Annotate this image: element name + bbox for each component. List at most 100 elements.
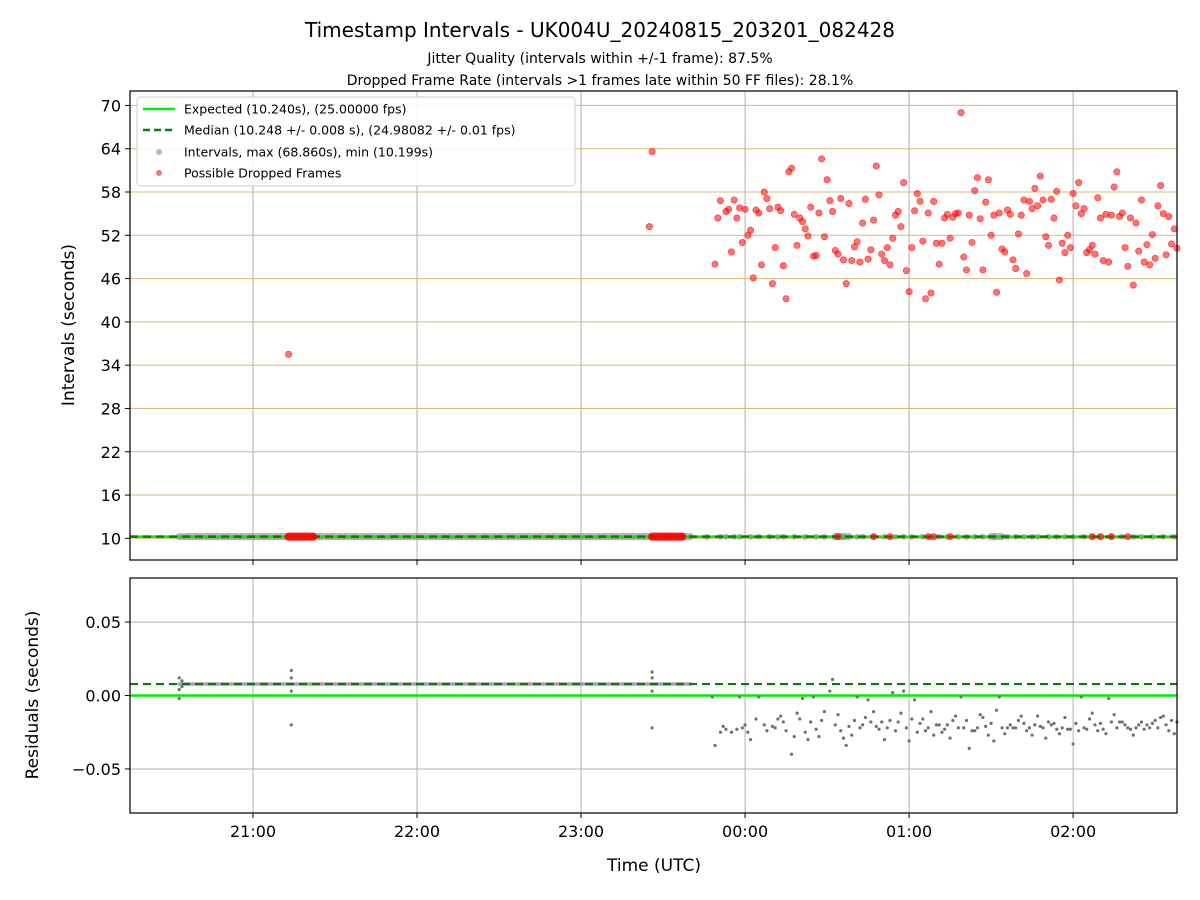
residual-point	[1025, 729, 1029, 733]
residual-point	[874, 724, 878, 728]
residual-point	[721, 724, 725, 728]
dropped-frame-point	[886, 533, 894, 541]
top-panel-grid	[130, 91, 1177, 560]
residual-point	[1164, 723, 1168, 727]
residual-point	[650, 726, 654, 730]
residual-point	[888, 718, 892, 723]
residual-point	[978, 712, 982, 717]
residual-point	[1104, 732, 1108, 736]
dropped-frame-point	[946, 533, 954, 541]
dropped-frame-point	[902, 267, 910, 275]
dropped-frame-point	[856, 258, 864, 266]
dropped-frame-point	[922, 295, 930, 303]
residual-point	[994, 708, 999, 712]
dropped-frame-point	[1072, 202, 1080, 210]
residual-point	[1079, 695, 1083, 699]
residual-point	[918, 721, 922, 726]
top-y-tick-label: 28	[101, 399, 121, 418]
residual-point	[1071, 742, 1075, 746]
dropped-frame-point	[782, 295, 790, 303]
dropped-frame-point	[788, 164, 796, 172]
residual-point	[724, 727, 728, 731]
residual-point	[1049, 723, 1053, 727]
residual-point	[1063, 715, 1067, 720]
residual-point	[1074, 721, 1078, 726]
dropped-frame-point	[960, 253, 968, 261]
dropped-frame-point	[1047, 195, 1055, 203]
residual-point	[1145, 723, 1149, 727]
residual-point	[1117, 720, 1122, 724]
dropped-frame-point	[867, 246, 875, 254]
dropped-frame-point	[1127, 214, 1135, 222]
residual-point	[970, 729, 974, 733]
dropped-frame-point	[1124, 262, 1132, 270]
dropped-frame-point	[894, 207, 902, 215]
residual-point	[1158, 715, 1163, 720]
dropped-frame-point	[1036, 172, 1044, 180]
dropped-frame-point	[793, 241, 801, 249]
x-tick-label: 23:00	[558, 822, 604, 841]
residual-point	[866, 698, 870, 702]
residual-point	[1076, 729, 1081, 733]
top-y-tick-label: 64	[101, 140, 121, 159]
dropped-frame-point	[834, 533, 842, 541]
residual-point	[650, 676, 654, 680]
top-y-tick-label: 40	[101, 313, 121, 332]
dropped-frame-point	[883, 244, 891, 252]
x-tick-label: 01:00	[886, 822, 932, 841]
x-axis-label: Time (UTC)	[606, 856, 701, 876]
dropped-frame-point	[984, 176, 992, 184]
dropped-frame-point	[900, 179, 908, 187]
residual-point	[923, 729, 928, 733]
dropped-frame-point	[935, 260, 943, 268]
dropped-frame-point	[872, 162, 880, 170]
dropped-frame-point	[711, 260, 719, 268]
residual-point	[943, 727, 947, 731]
dropped-frame-point	[812, 252, 820, 260]
dropped-frame-point	[905, 288, 913, 296]
dropped-frame-point	[993, 288, 1001, 296]
dropped-frame-point	[716, 197, 724, 205]
dropped-frame-point	[777, 207, 785, 215]
residual-point	[984, 724, 988, 728]
dropped-frame-point	[741, 205, 749, 213]
dropped-frame-point	[911, 207, 919, 215]
residual-point	[921, 717, 925, 721]
residual-point	[1030, 733, 1034, 737]
residual-point	[1137, 723, 1141, 727]
residual-point	[912, 698, 917, 702]
residual-point	[940, 730, 944, 734]
residual-point	[748, 737, 753, 742]
dropped-frame-point	[1042, 233, 1050, 241]
residual-point	[789, 752, 794, 756]
legend-median-label: Median (10.248 +/- 0.008 s), (24.98082 +…	[184, 123, 515, 138]
dropped-frame-point	[798, 218, 806, 226]
residual-point	[948, 736, 952, 740]
dropped-frame-point	[766, 205, 774, 213]
residual-point	[973, 729, 977, 733]
residual-point	[1161, 714, 1165, 718]
residual-point	[852, 718, 857, 723]
dropped-frame-point	[968, 239, 976, 247]
residual-point	[975, 726, 980, 730]
dropped-frame-point	[963, 266, 971, 274]
dropped-frame-point	[815, 209, 823, 217]
residual-point	[1055, 727, 1059, 731]
dropped-frame-point	[779, 262, 787, 270]
residual-point	[1101, 727, 1105, 731]
dropped-frame-point	[1110, 183, 1118, 191]
residual-point	[1003, 732, 1007, 736]
dropped-frame-point	[1023, 270, 1031, 278]
dropped-frame-point	[1121, 244, 1129, 252]
dropped-frame-point	[919, 237, 927, 245]
dropped-frame-point	[870, 533, 878, 541]
top-y-tick-label: 22	[101, 443, 121, 462]
residual-point	[650, 689, 654, 693]
residual-point	[1167, 729, 1171, 733]
residual-point	[822, 710, 826, 714]
dropped-frame-point	[870, 216, 878, 224]
residual-point	[896, 720, 900, 724]
residual-point	[907, 739, 911, 743]
residual-point	[1139, 720, 1144, 724]
